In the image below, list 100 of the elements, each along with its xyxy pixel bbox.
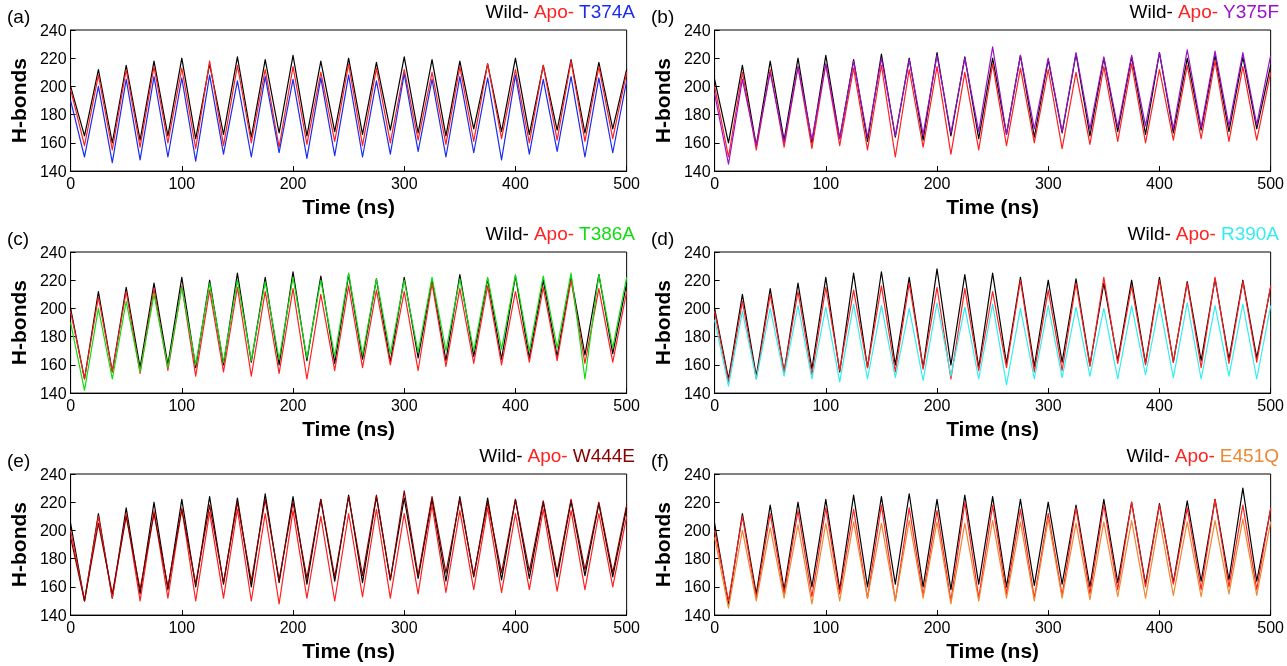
x-tick-label: 500 <box>613 618 641 636</box>
y-tick-label: 140 <box>39 606 67 624</box>
x-tick-label: 400 <box>1146 396 1173 414</box>
x-tick-label: 500 <box>1257 174 1285 192</box>
x-axis-title: Time (ns) <box>946 639 1040 662</box>
text: Apo- <box>1177 1 1219 22</box>
y-tick-label: 200 <box>683 521 711 539</box>
chart-title: (a) <box>7 6 31 27</box>
series-label: Wild- <box>1127 223 1171 244</box>
y-tick-label: 160 <box>683 578 711 596</box>
y-tick-label: 160 <box>39 578 67 596</box>
y-tick-label: 140 <box>39 384 67 402</box>
line-series <box>714 302 1272 387</box>
y-axis-title: H-bonds <box>651 279 674 366</box>
y-tick-label: 220 <box>683 271 711 289</box>
x-tick-label: 0 <box>66 174 76 192</box>
y-tick-label: 160 <box>683 356 711 374</box>
series-label: Y375F <box>1223 1 1279 22</box>
y-axis-title: H-bonds <box>7 279 30 366</box>
x-tick-label: 0 <box>66 396 76 414</box>
y-tick-label: 220 <box>39 271 67 289</box>
line-series <box>714 46 1272 165</box>
line-series <box>714 60 1272 158</box>
text: Apo- <box>533 1 575 22</box>
y-tick-label: 200 <box>39 77 67 95</box>
y-tick-label: 220 <box>39 49 67 67</box>
x-tick-label: 300 <box>390 618 418 636</box>
y-tick-label: 220 <box>39 493 67 511</box>
line-series <box>70 73 628 164</box>
y-tick-label: 200 <box>39 299 67 317</box>
text: Wild- <box>485 1 529 22</box>
x-tick-label: 400 <box>1146 174 1173 192</box>
y-tick-label: 180 <box>39 550 67 568</box>
y-axis-title: H-bonds <box>651 57 674 144</box>
y-tick-label: 180 <box>683 328 711 346</box>
x-tick-label: 0 <box>710 618 720 636</box>
x-tick-label: 100 <box>168 618 196 636</box>
y-tick-label: 220 <box>683 493 711 511</box>
x-tick-label: 0 <box>710 396 720 414</box>
x-tick-label: 500 <box>613 174 641 192</box>
series-label: T386A <box>579 223 636 244</box>
x-axis-title: Time (ns) <box>946 195 1040 218</box>
x-tick-label: 400 <box>1146 618 1173 636</box>
x-tick-label: 500 <box>1257 618 1285 636</box>
y-tick-label: 200 <box>683 299 711 317</box>
x-tick-label: 200 <box>279 396 307 414</box>
x-tick-label: 400 <box>502 618 529 636</box>
x-tick-label: 100 <box>812 396 840 414</box>
x-tick-label: 400 <box>502 174 529 192</box>
x-tick-label: 200 <box>279 174 307 192</box>
x-tick-label: 100 <box>168 174 196 192</box>
series-label: Apo- <box>1175 223 1216 244</box>
y-tick-label: 160 <box>39 134 67 152</box>
text: T374A <box>579 1 636 22</box>
y-tick-label: 180 <box>39 328 67 346</box>
x-tick-label: 500 <box>1257 396 1285 414</box>
x-axis-title: Time (ns) <box>302 417 396 440</box>
x-tick-label: 200 <box>923 174 951 192</box>
y-tick-label: 200 <box>39 521 67 539</box>
series-label: W444E <box>572 445 636 466</box>
chart-title: (c) <box>7 228 30 249</box>
y-tick-label: 160 <box>683 134 711 152</box>
x-tick-label: 300 <box>390 174 418 192</box>
y-tick-label: 160 <box>39 356 67 374</box>
line-series <box>714 518 1272 609</box>
x-tick-label: 300 <box>1034 618 1062 636</box>
y-tick-label: 180 <box>683 106 711 124</box>
x-tick-label: 200 <box>923 618 951 636</box>
x-tick-label: 200 <box>923 396 951 414</box>
x-tick-label: 300 <box>1034 396 1062 414</box>
text: Apo- <box>527 445 568 466</box>
y-tick-label: 140 <box>683 162 711 180</box>
x-tick-label: 0 <box>66 618 76 636</box>
y-tick-label: 240 <box>39 465 67 483</box>
y-tick-label: 140 <box>39 162 67 180</box>
series-label: Wild- <box>1126 445 1170 466</box>
y-tick-label: 140 <box>683 384 711 402</box>
x-axis-title: Time (ns) <box>302 195 396 218</box>
y-axis-title: H-bonds <box>7 501 30 588</box>
y-tick-label: 220 <box>683 49 711 67</box>
text: R390A <box>1220 223 1280 244</box>
chart-title: (d) <box>651 228 675 249</box>
chart-title: (f) <box>651 450 669 471</box>
x-tick-label: 200 <box>279 618 307 636</box>
y-tick-label: 240 <box>683 243 711 261</box>
x-tick-label: 300 <box>1034 174 1062 192</box>
chart-title: (b) <box>651 6 675 27</box>
series-label: Wild- <box>485 223 529 244</box>
x-tick-label: 0 <box>710 174 720 192</box>
x-axis-title: Time (ns) <box>302 639 396 662</box>
series-label: Wild- <box>479 445 523 466</box>
y-tick-label: 140 <box>683 606 711 624</box>
x-tick-label: 100 <box>812 174 840 192</box>
y-tick-label: 240 <box>39 21 67 39</box>
y-tick-label: 240 <box>683 465 711 483</box>
series-label: Wild- <box>1129 1 1173 22</box>
y-axis-title: H-bonds <box>651 501 674 588</box>
y-tick-label: 200 <box>683 77 711 95</box>
x-axis-title: Time (ns) <box>946 417 1040 440</box>
x-tick-label: 300 <box>390 396 418 414</box>
